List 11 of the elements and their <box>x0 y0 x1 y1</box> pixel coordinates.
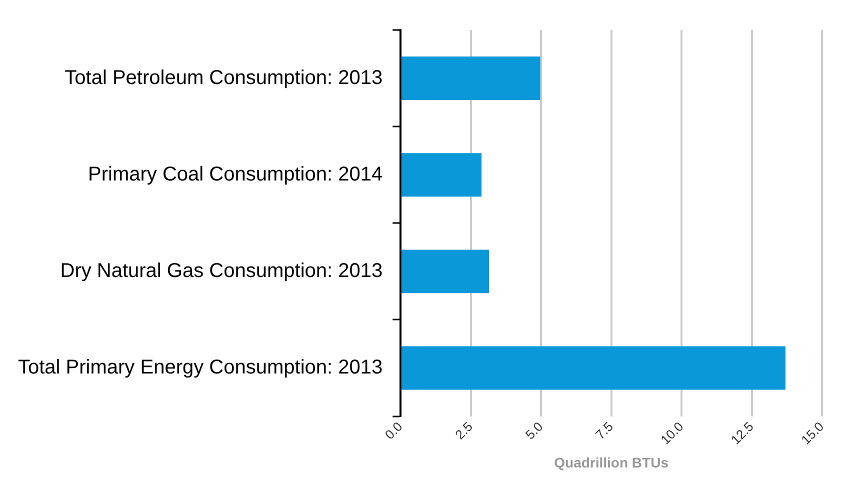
x-tick-label: 15.0 <box>798 418 827 448</box>
y-tick-label: Total Petroleum Consumption: 2013 <box>64 66 383 89</box>
x-tick-label: 7.5 <box>592 418 616 442</box>
y-tick-label: Total Primary Energy Consumption: 2013 <box>18 356 383 379</box>
x-axis-title: Quadrillion BTUs <box>554 454 669 470</box>
x-tick-label: 2.5 <box>452 418 476 442</box>
x-tick-label: 10.0 <box>658 418 686 448</box>
y-tick-label: Primary Coal Consumption: 2014 <box>88 163 383 186</box>
y-tick-label: Dry Natural Gas Consumption: 2013 <box>60 260 383 282</box>
x-tick-label: 0.0 <box>382 418 406 442</box>
x-tick-label: 5.0 <box>522 418 546 442</box>
